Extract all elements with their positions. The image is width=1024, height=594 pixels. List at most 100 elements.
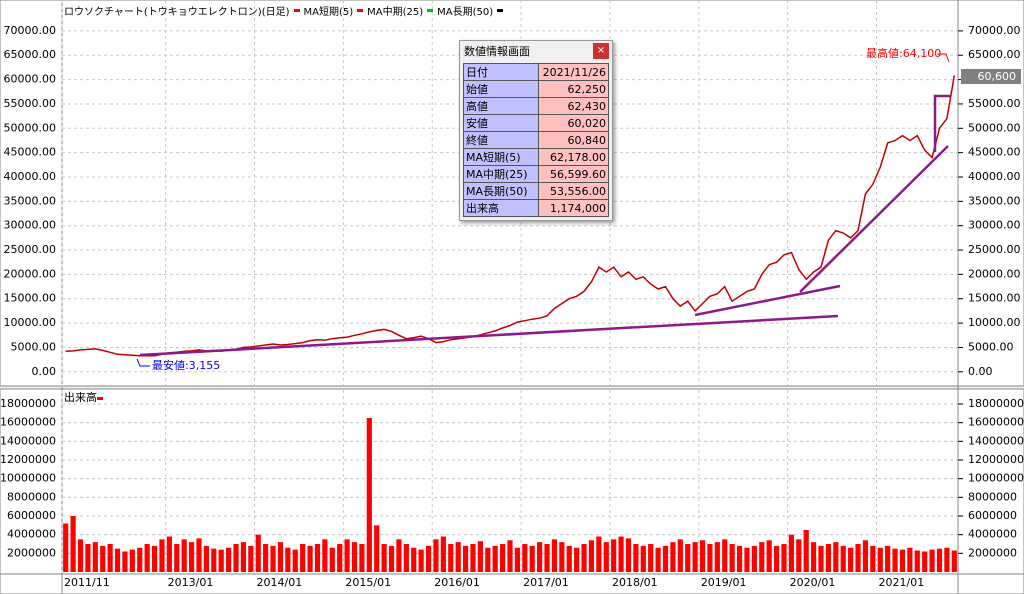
volume-bar — [403, 544, 409, 572]
volume-bar — [92, 542, 98, 572]
x-tick-label: 2015/01 — [345, 576, 391, 589]
x-tick-label: 2018/01 — [612, 576, 658, 589]
volume-bar — [137, 547, 143, 572]
y-tick-label-right: 5000.00 — [968, 340, 1014, 353]
volume-bar — [640, 545, 646, 572]
close-button[interactable]: × — [593, 43, 609, 59]
volume-bar — [685, 544, 691, 572]
volume-bar — [781, 544, 787, 572]
volume-bar — [159, 539, 165, 572]
y-tick-label: 2000000 — [7, 546, 56, 559]
volume-bar — [144, 544, 150, 572]
volume-bar — [840, 545, 846, 572]
volume-bar — [77, 539, 84, 572]
y-tick-label: 12000000 — [0, 453, 56, 466]
legend-marker — [497, 9, 504, 12]
volume-bar — [374, 525, 380, 572]
y-tick-label: 6000000 — [7, 509, 56, 522]
volume-bar — [314, 544, 321, 572]
volume-bar — [233, 544, 239, 572]
volume-bar — [425, 545, 432, 572]
y-tick-label: 10000.00 — [4, 316, 57, 329]
volume-bar — [914, 550, 920, 572]
trend-line — [139, 314, 839, 357]
info-label: 高値 — [463, 97, 539, 115]
volume-bar — [166, 536, 172, 572]
volume-bar — [500, 544, 506, 572]
x-tick-label: 2017/01 — [523, 576, 569, 589]
volume-bar — [877, 547, 883, 572]
volume-bar — [285, 547, 291, 572]
info-value: 2021/11/26 — [538, 63, 609, 81]
volume-bar — [603, 542, 609, 572]
volume-bar — [440, 536, 446, 572]
volume-bar — [611, 539, 617, 572]
volume-bar — [929, 549, 935, 572]
volume-title: 出来高 — [64, 390, 97, 404]
y-tick-label: 25000.00 — [4, 243, 57, 256]
volume-bar — [196, 538, 202, 572]
volume-bar — [736, 545, 743, 572]
volume-bar — [803, 530, 809, 572]
info-panel-header: 数値情報画面 × — [460, 41, 612, 61]
volume-bar — [388, 545, 395, 572]
volume-bar — [211, 548, 217, 572]
y-tick-label-right: 4000000 — [968, 528, 1017, 541]
volume-bar — [936, 548, 943, 572]
legend-marker — [97, 397, 103, 400]
volume-bar — [544, 544, 550, 572]
y-tick-label-right: 10000000 — [968, 472, 1024, 485]
legend-marker — [293, 9, 300, 12]
y-tick-label: 8000000 — [7, 490, 56, 503]
info-row: MA短期(5) 62,178.00 — [463, 148, 609, 166]
info-row: MA長期(50) 53,556.00 — [463, 182, 609, 200]
y-tick-label: 50000.00 — [4, 121, 57, 134]
volume-bar — [240, 542, 247, 572]
volume-bar — [255, 534, 261, 572]
volume-bar — [833, 542, 839, 572]
info-row: 始値 62,250 — [463, 80, 609, 98]
volume-bar — [818, 545, 824, 572]
volume-bar — [788, 534, 794, 572]
volume-bar — [122, 551, 128, 572]
volume-bar — [773, 545, 780, 572]
volume-bar — [633, 544, 639, 572]
volume-bar — [944, 547, 950, 572]
volume-bar — [396, 539, 402, 572]
trend-line — [694, 284, 841, 317]
y-tick-label: 5000.00 — [11, 340, 57, 353]
volume-bar — [751, 545, 757, 572]
x-tick-label: 2021/01 — [879, 576, 925, 589]
y-tick-label: 16000000 — [0, 416, 56, 429]
volume-bar — [114, 548, 121, 572]
volume-bar — [203, 545, 209, 572]
info-panel: 数値情報画面 × 日付 2021/11/26 始値 62,250 高値 62,430 安値 60… — [459, 40, 613, 221]
volume-bar — [181, 539, 187, 572]
volume-bar — [522, 544, 528, 572]
x-tick-label: 2011/11 — [64, 576, 110, 589]
volume-bar — [811, 542, 817, 572]
volume-bar — [218, 549, 224, 572]
trend-line — [933, 94, 950, 152]
volume-bar — [63, 523, 69, 572]
volume-bar — [263, 544, 269, 572]
volume-bar — [507, 540, 513, 572]
info-row: 終値 60,840 — [463, 131, 609, 149]
volume-bar — [307, 545, 313, 572]
volume-bar — [588, 540, 595, 572]
info-label: 始値 — [463, 80, 539, 98]
volume-bar — [825, 544, 832, 572]
volume-bar — [648, 544, 654, 572]
x-tick-label: 2019/01 — [701, 576, 747, 589]
y-tick-label-right: 20000.00 — [968, 267, 1021, 280]
volume-bar — [855, 544, 861, 572]
y-tick-label: 30000.00 — [4, 219, 57, 232]
info-value: 56,599.60 — [538, 165, 609, 183]
y-tick-label-right: 16000000 — [968, 416, 1024, 429]
volume-bar — [107, 544, 113, 572]
info-label: MA短期(5) — [463, 148, 539, 166]
info-value: 1,174,000 — [538, 199, 609, 217]
last-price: 60,600 — [978, 70, 1017, 83]
volume-bar — [559, 542, 565, 572]
legend-marker — [357, 9, 364, 12]
